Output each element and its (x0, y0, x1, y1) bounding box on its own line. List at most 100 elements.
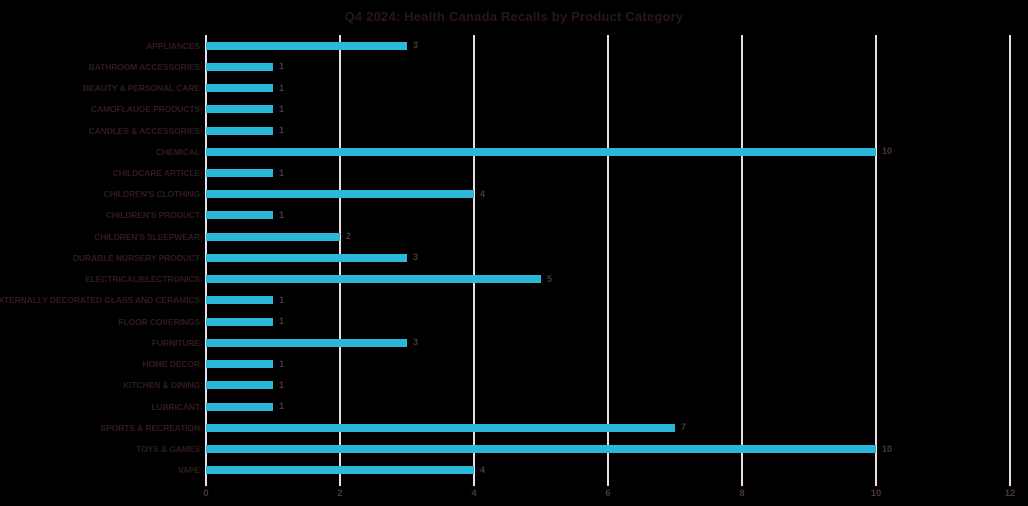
gridline-x-8 (741, 35, 743, 481)
bar-row: 1 (206, 354, 1010, 375)
bar-row: 1 (206, 120, 1010, 141)
x-tick-label: 12 (1004, 488, 1016, 499)
bar-durable-nursery-product (206, 253, 407, 262)
x-tick-mark (607, 481, 609, 486)
bar-row: 10 (206, 141, 1010, 162)
bar-row: 4 (206, 184, 1010, 205)
bar-furniture (206, 338, 407, 347)
bar-value-label: 1 (279, 167, 285, 178)
category-label: CHILDREN'S PRODUCT (105, 210, 200, 221)
category-label: FLOOR COVERINGS (118, 316, 200, 327)
bar-value-label: 1 (279, 358, 285, 369)
bar-lubricant (206, 402, 273, 411)
x-tick-label: 10 (870, 488, 882, 499)
category-label: TOYS & GAMES (136, 444, 200, 455)
bar-floor-coverings (206, 317, 273, 326)
bar-value-label: 1 (279, 379, 285, 390)
bar-row: 4 (206, 460, 1010, 481)
bar-value-label: 1 (279, 125, 285, 136)
bar-row: 1 (206, 162, 1010, 183)
bar-row: 1 (206, 396, 1010, 417)
bar-row: 1 (206, 56, 1010, 77)
x-tick-mark (339, 481, 341, 486)
bar-row: 3 (206, 35, 1010, 56)
category-label: HOME DÉCOR (142, 359, 200, 370)
x-tick-mark (1009, 481, 1011, 486)
x-tick-label: 8 (739, 488, 745, 499)
bar-children-s-clothing (206, 190, 474, 199)
bar-candles-accessories (206, 126, 273, 135)
category-label: ELECTRICAL/ELECTRONICS (85, 274, 200, 285)
category-label: CANDLES & ACCESSORIES (88, 125, 201, 136)
bar-value-label: 3 (413, 40, 419, 51)
bar-value-label: 3 (413, 337, 419, 348)
category-label: CAMOFLAUGE PRODUCTS (90, 104, 200, 115)
bar-row: 5 (206, 269, 1010, 290)
bar-sports-recreation (206, 423, 675, 432)
bar-row: 1 (206, 290, 1010, 311)
bar-chemical (206, 147, 876, 156)
bar-value-label: 3 (413, 252, 419, 263)
category-label: SPORTS & RECREATION (100, 422, 201, 433)
gridline-x-4 (473, 35, 475, 481)
x-tick-label: 2 (337, 488, 343, 499)
gridline-x-6 (607, 35, 609, 481)
bar-beauty-personal-care (206, 84, 273, 93)
category-label: APPLIANCES (146, 40, 200, 51)
bar-children-s-product (206, 211, 273, 220)
plot-area: 3 1 1 1 1 10 1 4 1 2 3 5 1 1 3 1 1 1 7 10 4 (205, 35, 1011, 481)
bar-home-d-cor (206, 360, 273, 369)
bar-value-label: 1 (279, 61, 285, 72)
bar-row: 1 (206, 205, 1010, 226)
bar-value-label: 1 (279, 82, 285, 93)
gridline-x-12 (1009, 35, 1011, 481)
bar-value-label: 1 (279, 103, 285, 114)
category-label: BATHROOM ACCESSORIES (88, 61, 200, 72)
category-label: EXTERNALLY DECORATED GLASS AND CERAMICS (0, 295, 200, 306)
category-label: DURABLE NURSERY PRODUCT (72, 252, 200, 263)
bar-children-s-sleepwear (206, 232, 340, 241)
category-axis-labels: APPLIANCES BATHROOM ACCESSORIES BEAUTY & P… (0, 35, 200, 481)
bar-value-label: 10 (882, 443, 893, 454)
bar-row: 1 (206, 99, 1010, 120)
bar-value-label: 2 (346, 231, 352, 242)
bar-value-label: 5 (547, 273, 553, 284)
bar-value-label: 10 (882, 146, 893, 157)
category-label: BEAUTY & PERSONAL CARE (83, 83, 200, 94)
bar-rows: 3 1 1 1 1 10 1 4 1 2 3 5 1 1 3 1 1 1 7 10 4 (206, 35, 1010, 481)
category-label: FURNITURE (151, 337, 200, 348)
bar-row: 1 (206, 311, 1010, 332)
category-label: LUBRICANT (151, 401, 200, 412)
bar-bathroom-accessories (206, 62, 273, 71)
bar-externally-decorated-glass-and-ceramics (206, 296, 273, 305)
bar-value-label: 1 (279, 209, 285, 220)
bar-camoflauge-products (206, 105, 273, 114)
bar-row: 1 (206, 375, 1010, 396)
category-label: KITCHEN & DINING (123, 380, 200, 391)
bar-kitchen-dining (206, 381, 273, 390)
x-tick-mark (875, 481, 877, 486)
category-label: CHILDREN'S CLOTHING (103, 189, 201, 200)
bar-value-label: 7 (681, 422, 687, 433)
category-label: CHEMICAL (155, 146, 200, 157)
x-axis: 0 2 4 6 8 10 12 (203, 481, 1015, 503)
bar-row: 7 (206, 417, 1010, 438)
bar-row: 3 (206, 247, 1010, 268)
bar-row: 2 (206, 226, 1010, 247)
bar-value-label: 4 (480, 464, 486, 475)
category-label: VAPE (177, 465, 200, 476)
bar-value-label: 1 (279, 316, 285, 327)
bar-value-label: 4 (480, 188, 486, 199)
bar-value-label: 1 (279, 401, 285, 412)
bar-childcare-article (206, 169, 273, 178)
bar-row: 3 (206, 332, 1010, 353)
bar-row: 1 (206, 77, 1010, 98)
gridline-x-10 (875, 35, 877, 481)
bar-appliances (206, 41, 407, 50)
bar-toys-games (206, 445, 876, 454)
x-tick-mark (741, 481, 743, 486)
category-label: CHILDCARE ARTICLE (112, 168, 200, 179)
x-tick-mark (205, 481, 207, 486)
bar-vape (206, 466, 474, 475)
